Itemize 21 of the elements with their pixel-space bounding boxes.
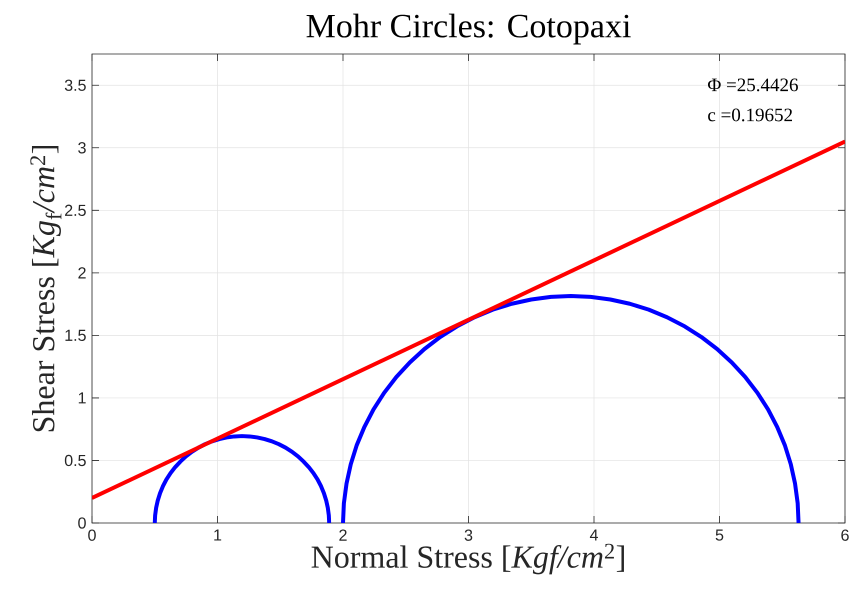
- y-tick-label: 3.5: [64, 80, 86, 91]
- y-tick-label: 0: [78, 517, 86, 529]
- y-tick-label: 3: [78, 142, 86, 154]
- annotation: c =0.19652: [708, 108, 792, 122]
- y-tick-label: 1: [78, 392, 86, 404]
- x-tick-label: 1: [214, 530, 222, 541]
- y-tick-label: 2.5: [65, 204, 86, 216]
- x-tick-label: 3: [464, 530, 472, 541]
- y-tick-label: 0.5: [64, 454, 86, 466]
- line-series: [341, 294, 801, 523]
- x-tick-label: 2: [339, 530, 347, 541]
- x-axis-title: Normal Stress [Kgf/cm$^{2}$]: [312, 544, 624, 574]
- chart-title: Mohr Circles: Cotopaxi: [306, 14, 631, 44]
- x-tick-label: 5: [716, 530, 724, 541]
- x-tick-label: 6: [841, 530, 849, 541]
- y-tick-label: 1.5: [65, 330, 86, 341]
- y-axis-title: Shear Stress [Kg$_{f}$/cm$^{2}$]: [30, 146, 62, 432]
- annotation: Φ =25.4426: [708, 78, 798, 92]
- x-tick-label: 0: [88, 530, 96, 541]
- x-tick-label: 4: [590, 530, 598, 541]
- y-tick-label: 2: [78, 267, 86, 278]
